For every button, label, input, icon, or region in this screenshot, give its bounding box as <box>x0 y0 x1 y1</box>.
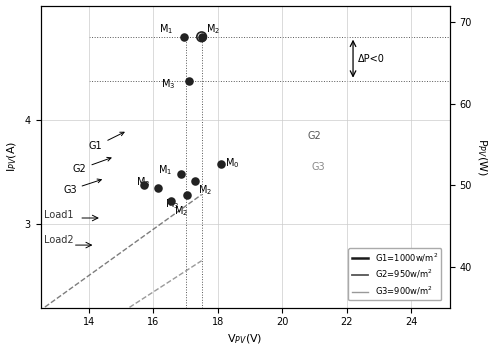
Point <box>180 34 188 40</box>
Text: G3: G3 <box>63 179 101 195</box>
Point <box>191 178 199 183</box>
Text: M$_2$: M$_2$ <box>198 183 212 197</box>
Text: M$_1$: M$_1$ <box>159 163 172 177</box>
Point <box>167 199 175 204</box>
Point <box>185 78 193 83</box>
Text: M$_1$: M$_1$ <box>159 23 173 36</box>
Text: ΔP<0: ΔP<0 <box>358 54 385 64</box>
Point <box>183 192 191 198</box>
Text: G2: G2 <box>308 131 322 141</box>
Text: M$_2$: M$_2$ <box>206 23 220 36</box>
Text: M$_3$: M$_3$ <box>165 197 179 212</box>
Point <box>217 161 225 166</box>
Text: G2: G2 <box>73 157 111 174</box>
X-axis label: V$_{PV}$(V): V$_{PV}$(V) <box>227 333 263 346</box>
Point <box>154 185 162 191</box>
Text: M$_3$: M$_3$ <box>161 77 175 91</box>
Point <box>177 171 185 177</box>
Text: Load2: Load2 <box>44 235 74 245</box>
Y-axis label: I$_{PV}$(A): I$_{PV}$(A) <box>5 141 19 172</box>
Point <box>198 34 206 40</box>
Legend: G1=1000w/m$^2$, G2=950w/m$^2$, G3=900w/m$^2$: G1=1000w/m$^2$, G2=950w/m$^2$, G3=900w/m… <box>348 248 442 300</box>
Text: Load1: Load1 <box>44 210 73 220</box>
Text: M$_0$: M$_0$ <box>225 157 240 170</box>
Y-axis label: P$_{PV}$(W): P$_{PV}$(W) <box>475 138 489 176</box>
Text: G3: G3 <box>311 162 325 172</box>
Point <box>198 34 206 40</box>
Text: M$_3$: M$_3$ <box>136 175 150 189</box>
Text: G1: G1 <box>89 132 124 151</box>
Point <box>140 182 148 188</box>
Text: M$_2$: M$_2$ <box>174 204 188 218</box>
